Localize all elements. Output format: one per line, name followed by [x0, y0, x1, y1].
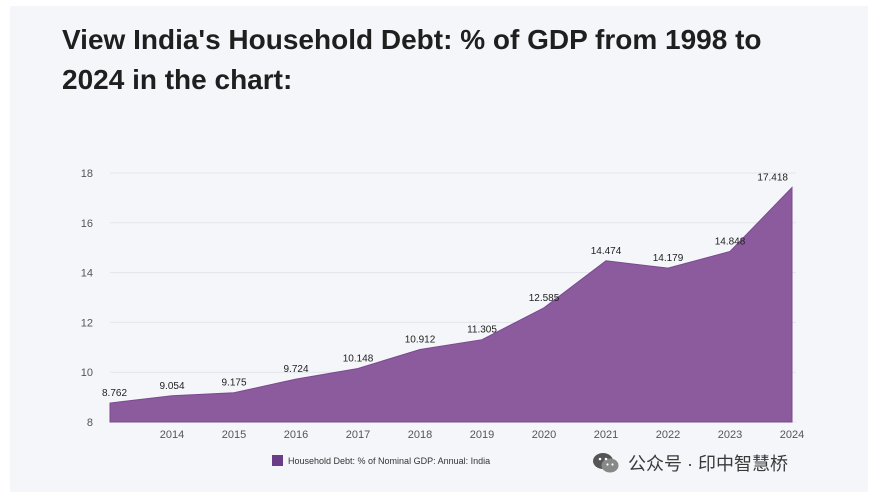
x-axis: 2014 2015 2016 2017 2018 2019 2020 2021 2022 2023…	[160, 429, 804, 441]
data-label: 10.148	[343, 354, 374, 365]
x-tick-label: 2019	[470, 429, 494, 441]
watermark: 公众号 · 印中智慧桥	[592, 448, 788, 478]
y-tick-label: 14	[81, 268, 93, 280]
x-tick-label: 2017	[346, 429, 370, 441]
data-label: 8.762	[102, 388, 127, 399]
legend: Household Debt: % of Nominal GDP: Annual…	[272, 455, 490, 466]
data-label: 9.175	[221, 378, 246, 389]
data-label: 9.724	[283, 364, 308, 375]
x-tick-label: 2016	[284, 429, 308, 441]
chart-title: View India's Household Debt: % of GDP fr…	[62, 24, 762, 95]
data-label: 12.585	[529, 293, 560, 304]
x-tick-label: 2023	[718, 429, 742, 441]
x-tick-label: 2024	[780, 429, 804, 441]
y-tick-label: 10	[81, 367, 93, 379]
series-area-fill	[109, 186, 793, 423]
y-tick-label: 12	[81, 317, 93, 329]
y-tick-label: 18	[81, 168, 93, 180]
data-label: 17.418	[757, 172, 788, 183]
y-axis: 8 10 12 14 16 18	[81, 168, 93, 429]
data-label: 11.305	[467, 325, 497, 336]
data-label: 14.474	[591, 246, 622, 257]
legend-label: Household Debt: % of Nominal GDP: Annual…	[288, 456, 490, 466]
series-area	[109, 186, 793, 423]
y-tick-label: 8	[87, 417, 93, 429]
data-label: 10.912	[405, 334, 436, 345]
legend-swatch	[272, 455, 283, 466]
wechat-icon	[593, 453, 619, 473]
data-label: 14.848	[715, 236, 746, 247]
x-tick-label: 2020	[532, 429, 556, 441]
watermark-text: 公众号 · 印中智慧桥	[628, 454, 788, 474]
data-label: 14.179	[653, 253, 684, 264]
y-tick-label: 16	[81, 218, 93, 230]
x-tick-label: 2018	[408, 429, 432, 441]
x-tick-label: 2021	[594, 429, 618, 441]
x-tick-label: 2014	[160, 429, 184, 441]
x-tick-label: 2022	[656, 429, 680, 441]
x-tick-label: 2015	[222, 429, 246, 441]
data-labels: 8.762 9.054 9.175 9.724 10.148 10.912 11.305 12…	[102, 172, 788, 399]
data-label: 9.054	[159, 381, 184, 392]
